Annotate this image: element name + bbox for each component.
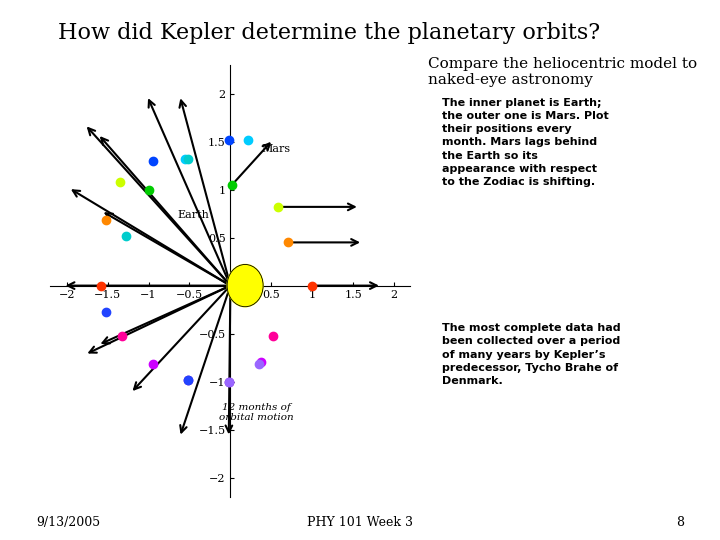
Text: The most complete data had
been collected over a period
of many years by Kepler’: The most complete data had been collecte…: [442, 323, 621, 386]
Text: 9/13/2005: 9/13/2005: [36, 516, 100, 529]
Text: 8: 8: [676, 516, 684, 529]
Circle shape: [227, 265, 263, 307]
Text: 12 months of
orbital motion: 12 months of orbital motion: [220, 403, 294, 422]
Text: The inner planet is Earth;
the outer one is Mars. Plot
their positions every
mon: The inner planet is Earth; the outer one…: [442, 98, 609, 187]
Text: Mars: Mars: [261, 144, 291, 154]
Text: PHY 101 Week 3: PHY 101 Week 3: [307, 516, 413, 529]
Text: Compare the heliocentric model to
naked-eye astronomy: Compare the heliocentric model to naked-…: [428, 57, 698, 87]
Text: How did Kepler determine the planetary orbits?: How did Kepler determine the planetary o…: [58, 22, 600, 44]
Text: Earth: Earth: [178, 210, 210, 220]
